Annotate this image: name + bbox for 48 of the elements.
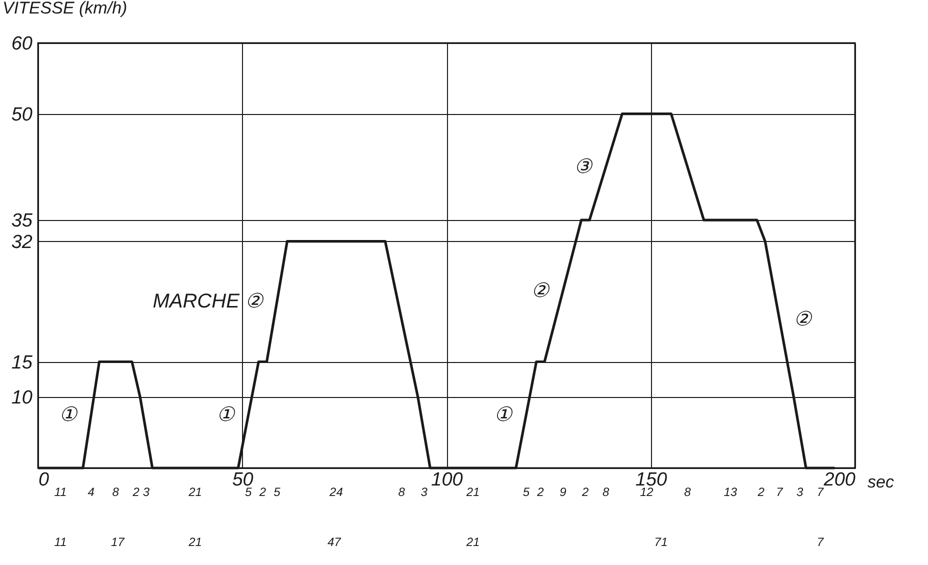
text: 5 xyxy=(522,485,530,499)
x-axis-title: sec xyxy=(868,472,894,492)
text: 7 xyxy=(776,485,784,499)
text: 8 xyxy=(112,485,120,499)
annotation: ② xyxy=(793,308,812,330)
text: 2 xyxy=(756,485,765,499)
text: 7 xyxy=(816,485,825,499)
text: 11 xyxy=(54,485,67,499)
text: 8 xyxy=(602,485,610,499)
y-tick-label: 35 xyxy=(11,210,33,232)
text: 5 xyxy=(274,485,281,499)
text: 21 xyxy=(465,485,480,499)
y-tick-label: 50 xyxy=(11,104,33,126)
text: 8 xyxy=(398,485,406,499)
text: 3 xyxy=(142,485,150,499)
y-tick-label: 32 xyxy=(11,232,33,253)
text: 71 xyxy=(654,535,668,549)
text: 9 xyxy=(560,485,567,499)
annotation: ① xyxy=(216,404,236,426)
text: 11 xyxy=(54,535,67,549)
text: 13 xyxy=(724,485,738,499)
text: 3 xyxy=(796,485,804,499)
annotation: ① xyxy=(494,404,514,426)
text: 17 xyxy=(110,535,126,549)
annotation: ① xyxy=(59,404,78,426)
x-tick-label: 0 xyxy=(38,470,50,490)
y-tick-label: 10 xyxy=(11,388,33,409)
text: 2 xyxy=(536,485,544,499)
x-tick-label: 200 xyxy=(822,470,856,490)
annotation: ③ xyxy=(574,156,593,178)
y-axis-title: VITESSE (km/h) xyxy=(2,0,128,18)
annotation: ② xyxy=(530,280,550,302)
text: 8 xyxy=(684,485,692,499)
text: 7 xyxy=(816,535,825,549)
text: 4 xyxy=(88,485,95,499)
text: 21 xyxy=(188,485,202,499)
annotation: MARCHE ② xyxy=(152,290,264,313)
text: 47 xyxy=(327,535,342,549)
text: 21 xyxy=(188,535,202,549)
text: 3 xyxy=(420,485,428,499)
text: 2 xyxy=(581,485,590,499)
text: 24 xyxy=(328,485,344,499)
y-tick-label: 15 xyxy=(11,352,33,374)
y-tick-label: 60 xyxy=(11,34,33,54)
text: 2 xyxy=(132,485,140,499)
text: 2 xyxy=(258,485,266,499)
x-tick-label: 100 xyxy=(431,470,464,490)
text: 21 xyxy=(465,535,480,549)
